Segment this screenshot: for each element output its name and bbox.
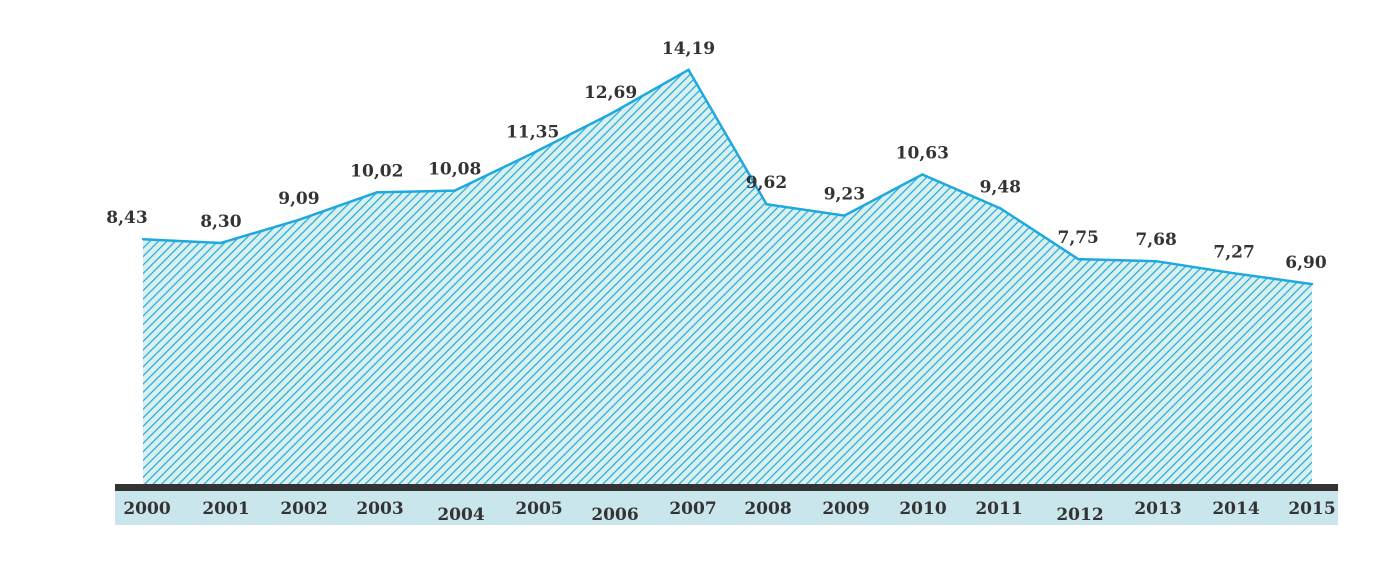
data-point-2015 <box>1310 282 1314 286</box>
value-label-2003: 10,02 <box>350 161 403 181</box>
value-label-2011: 9,48 <box>980 177 1021 197</box>
area-fill <box>143 69 1312 488</box>
value-label-2006: 12,69 <box>584 83 637 103</box>
x-tick-2000: 2000 <box>123 499 170 519</box>
x-tick-2002: 2002 <box>280 499 327 519</box>
x-tick-2015: 2015 <box>1288 499 1335 519</box>
data-point-2014 <box>1232 272 1236 275</box>
x-tick-2004: 2004 <box>437 505 484 525</box>
x-tick-2010: 2010 <box>899 499 946 519</box>
x-axis-band <box>115 491 1338 525</box>
series-line <box>142 68 1313 286</box>
value-label-2010: 10,63 <box>896 144 949 164</box>
x-tick-2013: 2013 <box>1134 499 1181 519</box>
data-point-2006 <box>609 112 612 116</box>
data-point-2002 <box>297 218 301 221</box>
x-tick-2012: 2012 <box>1056 505 1103 525</box>
x-tick-2009: 2009 <box>822 499 869 519</box>
value-label-2004: 10,08 <box>428 160 481 180</box>
value-label-2001: 8,30 <box>200 212 242 232</box>
value-label-2012: 7,75 <box>1057 228 1098 248</box>
value-label-2005: 11,35 <box>506 122 559 142</box>
data-point-2011 <box>999 207 1002 210</box>
data-point-2005 <box>531 152 534 155</box>
data-point-2010 <box>921 173 924 176</box>
x-tick-labels: 2000 2001 2002 2003 2004 2005 2006 2007 2008 2009… <box>123 499 1335 525</box>
value-label-2015: 6,90 <box>1285 253 1327 273</box>
data-point-2003 <box>375 191 378 194</box>
area-series <box>141 68 1314 488</box>
x-tick-2003: 2003 <box>356 499 403 519</box>
x-tick-2007: 2007 <box>669 499 716 519</box>
x-tick-2001: 2001 <box>202 499 249 519</box>
value-label-2002: 9,09 <box>278 189 319 209</box>
data-point-2000 <box>141 238 145 241</box>
x-tick-2005: 2005 <box>515 499 562 519</box>
data-point-2001 <box>219 241 223 245</box>
data-labels: 8,43 8,30 9,09 10,02 10,08 11,35 12,69 14,19 9,6… <box>106 39 1327 273</box>
x-tick-2008: 2008 <box>744 499 791 519</box>
value-label-2007: 14,19 <box>662 39 715 59</box>
value-label-2014: 7,27 <box>1213 242 1254 262</box>
data-point-2008 <box>765 203 768 206</box>
data-point-2013 <box>1154 260 1158 263</box>
data-point-2007 <box>687 68 690 72</box>
data-point-2004 <box>453 189 456 192</box>
data-point-2012 <box>1077 257 1080 261</box>
value-label-2008: 9,62 <box>746 173 787 193</box>
value-label-2000: 8,43 <box>106 208 147 228</box>
value-label-2013: 7,68 <box>1135 230 1176 250</box>
x-axis-line <box>115 484 1338 491</box>
x-tick-2014: 2014 <box>1212 499 1259 519</box>
x-tick-2006: 2006 <box>591 505 638 525</box>
value-label-2009: 9,23 <box>824 185 865 205</box>
x-tick-2011: 2011 <box>975 499 1022 519</box>
data-point-2009 <box>843 214 846 217</box>
x-axis <box>115 484 1338 525</box>
